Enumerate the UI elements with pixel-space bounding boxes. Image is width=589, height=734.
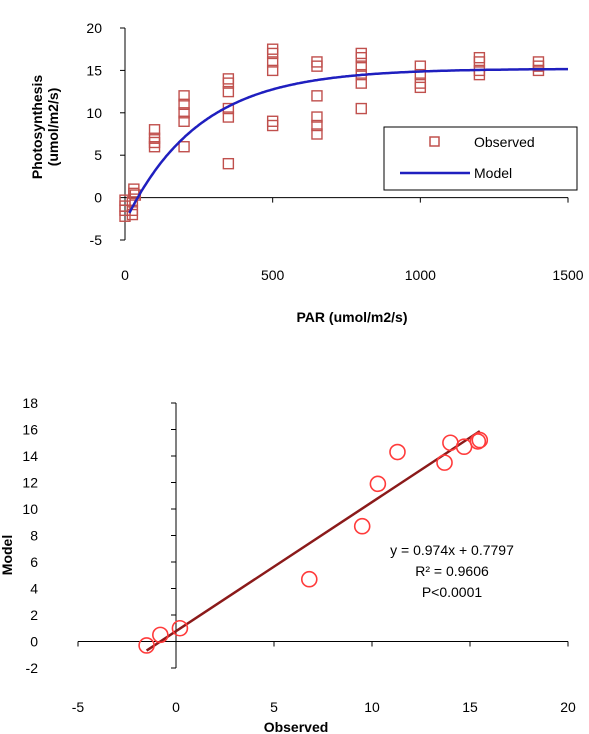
- chart2-y-tick-label: 16: [22, 422, 38, 438]
- chart2-y-tick-label: 14: [22, 448, 38, 464]
- chart1-y-tick-label: 0: [94, 190, 102, 206]
- chart1-y-tick-label: 5: [94, 147, 102, 163]
- observed-point: [355, 77, 367, 89]
- r-squared: R² = 0.9606: [415, 563, 489, 579]
- observed-point: [119, 200, 131, 212]
- observed-point: [222, 85, 235, 98]
- chart2-points: [138, 431, 489, 654]
- legend-model-label: Model: [474, 165, 512, 181]
- observed-point: [178, 107, 190, 119]
- chart1-y-axis-title-line2: (umol/m2/s): [45, 88, 61, 167]
- chart2-x-tick-label: -5: [72, 699, 85, 715]
- data-point: [389, 443, 406, 461]
- chart2-x-tick-label: 5: [270, 699, 278, 715]
- legend-observed-label: Observed: [474, 134, 535, 150]
- chart1-y-tick-label: 15: [86, 62, 102, 78]
- regression-line: [145, 430, 481, 652]
- chart1-legend: Observed Model: [383, 126, 578, 191]
- observed-point: [355, 47, 367, 60]
- observed-point: [178, 98, 190, 111]
- observed-point: [414, 68, 427, 81]
- legend-box: [383, 126, 578, 191]
- observed-point: [222, 111, 235, 123]
- chart2-x-tick-label: 20: [560, 699, 576, 715]
- chart2-fit-line: [145, 430, 481, 652]
- chart2-y-ticks: -2 0 2 4 6 8 10 12 14 16 18: [22, 395, 176, 676]
- observed-point: [148, 124, 161, 136]
- observed-point: [311, 111, 323, 123]
- observed-point: [222, 73, 235, 85]
- observed-point: [414, 81, 427, 94]
- data-point: [469, 433, 487, 450]
- observed-point: [311, 60, 323, 72]
- p-value: P<0.0001: [422, 584, 483, 600]
- chart2-y-tick-label: -2: [26, 660, 39, 676]
- observed-point: [178, 115, 190, 127]
- chart1-y-tick-label: -5: [90, 232, 103, 248]
- observed-point: [266, 119, 279, 132]
- chart2-x-ticks: -5 0 5 10 15 20: [72, 641, 576, 715]
- data-point: [471, 431, 489, 449]
- data-point: [369, 475, 387, 493]
- chart2-y-tick-label: 6: [30, 554, 38, 570]
- observed-point: [355, 60, 367, 72]
- chart2-x-tick-label: 0: [172, 699, 180, 715]
- observed-point: [148, 136, 161, 149]
- chart2-x-tick-label: 10: [364, 699, 380, 715]
- observed-point: [222, 157, 235, 170]
- observed-point: [414, 77, 427, 89]
- chart1-y-tick-label: 20: [86, 20, 102, 36]
- chart1-x-tick-label: 1500: [552, 267, 583, 283]
- chart2-y-tick-label: 0: [30, 634, 38, 650]
- observed-point: [532, 56, 545, 68]
- model-curve: [128, 67, 568, 214]
- chart2-y-tick-label: 2: [30, 607, 38, 623]
- chart2-y-tick-label: 18: [22, 395, 38, 411]
- observed-point: [178, 141, 190, 153]
- chart2-x-axis-title: Observed: [264, 719, 329, 734]
- observed-point: [266, 56, 279, 68]
- chart2-y-axis-title: Model: [0, 535, 15, 575]
- observed-point: [311, 119, 323, 132]
- chart2-y-tick-label: 4: [30, 581, 38, 597]
- data-point: [152, 626, 169, 644]
- chart2-y-tick-label: 8: [30, 528, 38, 544]
- data-point: [353, 517, 371, 535]
- observed-point: [473, 51, 486, 64]
- chart1-x-tick-label: 0: [121, 267, 129, 283]
- model-vs-observed-chart: -2 0 2 4 6 8 10 12 14 16 18 -5 0 5 10 15 20 Observed Mo…: [0, 395, 576, 734]
- observed-point: [355, 102, 367, 115]
- observed-point: [178, 90, 190, 102]
- observed-point: [266, 64, 279, 77]
- observed-point: [311, 128, 323, 140]
- chart2-y-tick-label: 12: [22, 475, 38, 491]
- chart2-x-tick-label: 15: [462, 699, 478, 715]
- chart1-model-line: [128, 67, 568, 214]
- chart2-y-tick-label: 10: [22, 501, 38, 517]
- data-point: [300, 570, 318, 588]
- chart1-x-axis-title: PAR (umol/m2/s): [297, 309, 408, 325]
- observed-point: [266, 43, 279, 55]
- chart1-x-tick-label: 500: [261, 267, 285, 283]
- chart1-x-ticks: 0 500 1000 1500: [121, 197, 584, 283]
- data-point: [171, 619, 189, 637]
- observed-point: [311, 90, 323, 102]
- chart1-y-tick-label: 10: [86, 105, 102, 121]
- legend-observed-marker: [429, 136, 440, 147]
- chart1-y-axis-title-line1: Photosynthesis: [29, 75, 45, 179]
- data-point: [436, 454, 453, 471]
- data-point: [442, 434, 459, 452]
- regression-equation: y = 0.974x + 0.7797: [390, 542, 514, 558]
- data-point: [138, 637, 155, 654]
- observed-point: [311, 56, 323, 68]
- chart1-x-tick-label: 1000: [405, 267, 436, 283]
- observed-point: [266, 115, 279, 127]
- observed-point: [128, 183, 140, 195]
- chart1-y-ticks: -5 0 5 10 15 20: [86, 20, 125, 248]
